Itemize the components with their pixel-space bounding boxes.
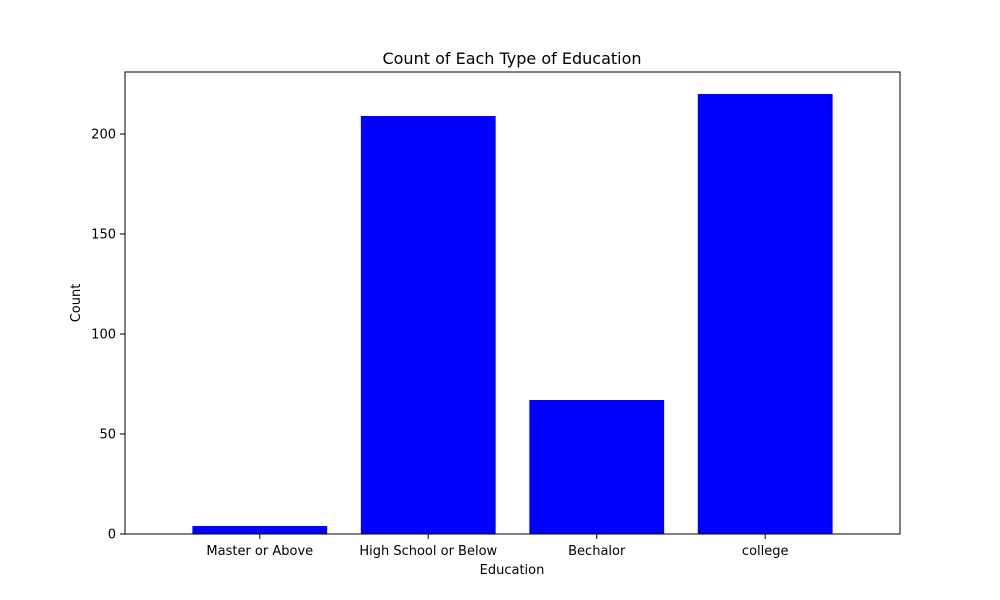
y-tick-label: 150 — [91, 228, 116, 243]
x-tick-label: High School or Below — [359, 544, 497, 559]
chart-title: Count of Each Type of Education — [382, 49, 641, 68]
bar-high-school-or-below — [360, 116, 496, 534]
bar-master-or-above — [192, 526, 328, 534]
x-tick-label: Master or Above — [206, 544, 313, 559]
x-tick-label: college — [742, 544, 789, 559]
y-tick-label: 100 — [91, 328, 116, 343]
y-tick-label: 200 — [91, 128, 116, 143]
y-axis-label: Count — [69, 284, 84, 323]
x-tick-label: Bechalor — [568, 544, 626, 559]
y-axis-ticks: 0 50 100 150 200 — [91, 128, 125, 543]
bar-bechalor — [529, 400, 665, 534]
bars-group — [192, 94, 833, 534]
y-tick-label: 50 — [99, 428, 116, 443]
x-axis-ticks: Master or Above High School or Below Becha… — [206, 534, 789, 559]
bar-college — [697, 94, 833, 534]
plot-frame — [124, 71, 901, 535]
y-tick-label: 0 — [108, 528, 116, 543]
x-axis-label: Education — [480, 563, 545, 578]
